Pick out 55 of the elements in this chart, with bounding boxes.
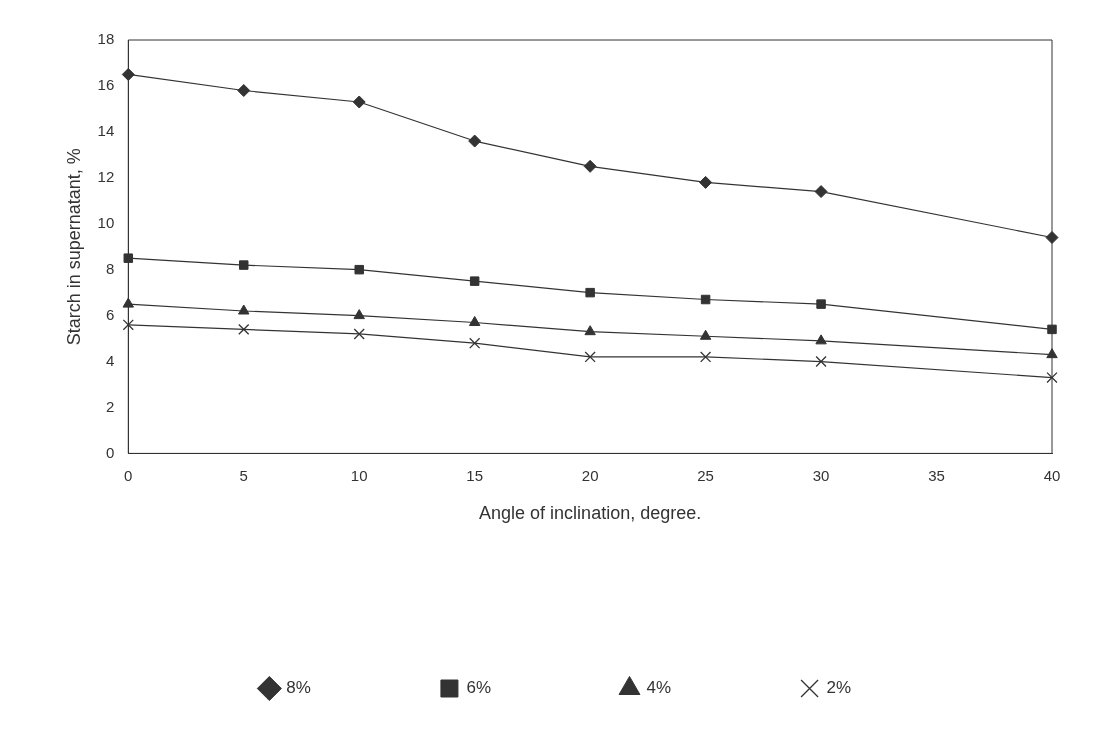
point xyxy=(584,351,596,363)
y-tick-label: 0 xyxy=(105,443,115,461)
x-tick-label: 40 xyxy=(1043,466,1061,484)
y-tick-label: 2 xyxy=(105,397,115,415)
point xyxy=(816,299,826,309)
point xyxy=(121,67,135,81)
point xyxy=(583,159,597,173)
point xyxy=(122,319,134,331)
point xyxy=(468,315,481,326)
point xyxy=(814,185,828,199)
point xyxy=(468,134,482,148)
point xyxy=(700,294,711,305)
legend-label: 2% xyxy=(826,678,852,698)
y-tick-label: 16 xyxy=(97,76,115,94)
point xyxy=(1046,372,1058,384)
point xyxy=(469,276,480,286)
point xyxy=(469,337,481,349)
x-tick-label: 5 xyxy=(239,466,248,484)
point xyxy=(354,264,364,275)
x-tick-label: 15 xyxy=(466,466,484,484)
point xyxy=(239,260,249,270)
y-axis-title: Starch in supernatant, % xyxy=(63,148,84,346)
point xyxy=(699,329,712,340)
legend-label: 4% xyxy=(646,678,672,698)
point xyxy=(353,328,365,340)
legend-label: 6% xyxy=(466,678,492,698)
point xyxy=(815,355,827,368)
y-tick-label: 6 xyxy=(105,305,115,323)
point xyxy=(1047,324,1057,335)
y-tick-label: 4 xyxy=(105,351,115,369)
x-tick-label: 30 xyxy=(812,466,830,484)
y-tick-label: 14 xyxy=(97,122,115,140)
y-tick-label: 8 xyxy=(105,259,115,277)
y-tick-label: 18 xyxy=(97,30,115,48)
y-tick-label: 10 xyxy=(97,213,115,231)
point xyxy=(352,95,366,109)
point xyxy=(815,334,827,345)
point xyxy=(238,323,250,335)
point xyxy=(700,351,712,363)
x-tick-label: 25 xyxy=(697,466,714,484)
x-axis-title: Angle of inclination, degree. xyxy=(479,503,702,524)
x-tick-label: 20 xyxy=(581,466,599,484)
point xyxy=(122,297,134,308)
x-tick-label: 0 xyxy=(124,466,133,484)
x-tick-label: 10 xyxy=(350,466,368,484)
point xyxy=(353,309,365,320)
point xyxy=(585,287,595,298)
legend-label: 8% xyxy=(286,678,311,698)
x-tick-label: 35 xyxy=(928,466,945,484)
point xyxy=(237,84,251,98)
point xyxy=(699,175,713,189)
point xyxy=(584,325,596,336)
y-tick-label: 12 xyxy=(97,167,115,185)
point xyxy=(238,304,250,315)
point xyxy=(123,253,134,263)
